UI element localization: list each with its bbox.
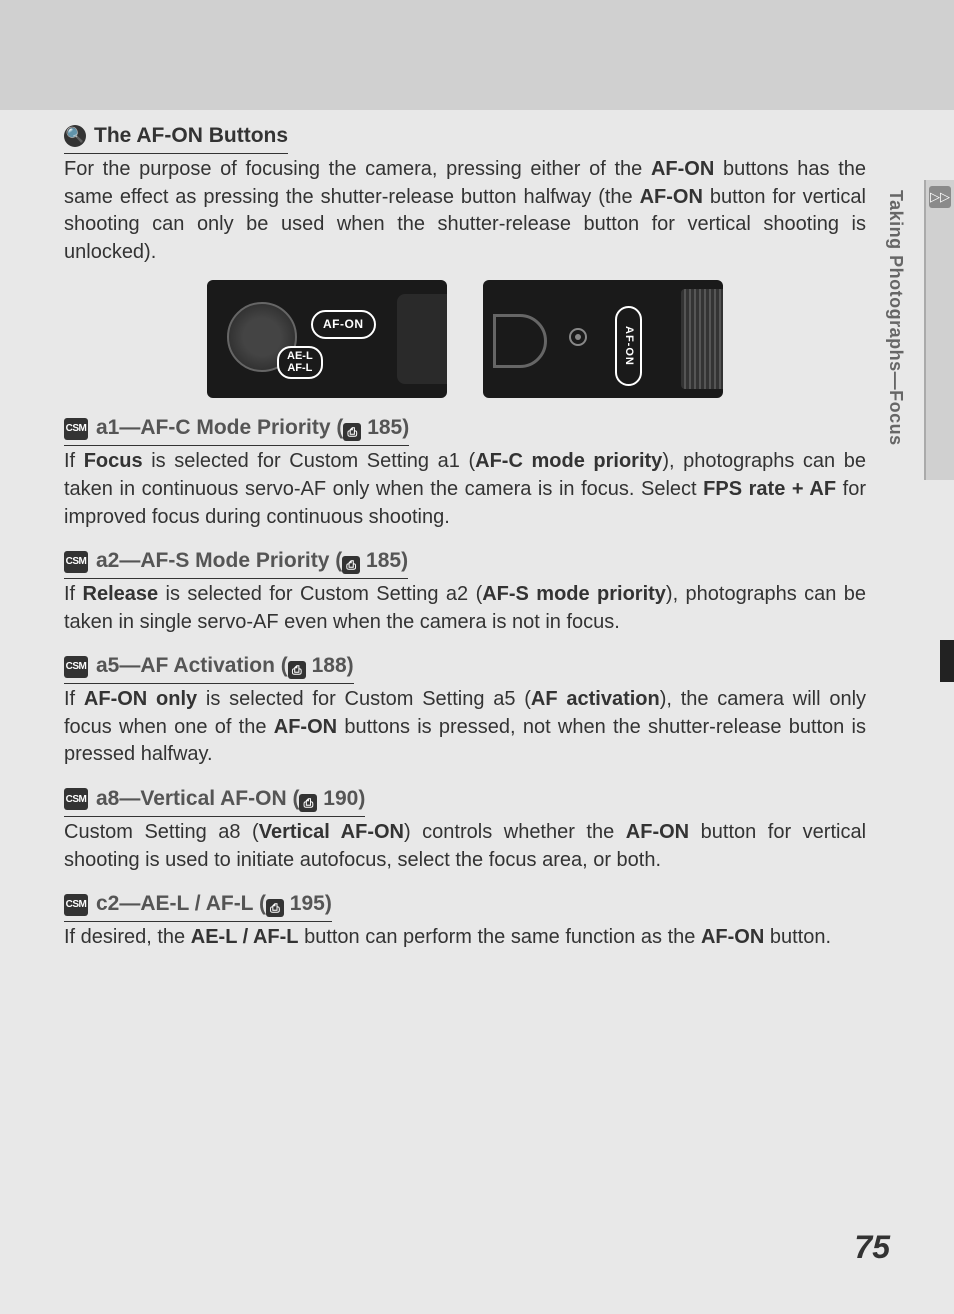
t: is selected for Custom Setting a2 (: [158, 583, 482, 605]
vertical-afon-label: AF-ON: [615, 306, 642, 386]
side-thumb-marker: [940, 640, 954, 682]
section-title-a1: a1—AF-C Mode Priority (⎙ 185): [96, 414, 409, 443]
t: AF-C mode priority: [475, 450, 662, 472]
t: a1—AF-C Mode Priority (: [96, 416, 343, 439]
section-title-a5: a5—AF Activation (⎙ 188): [96, 652, 354, 681]
t: AF-ON: [626, 821, 689, 843]
t: is selected for Custom Setting a1 (: [143, 450, 476, 472]
a5-para: If AF-ON only is selected for Custom Set…: [64, 686, 866, 769]
t: Custom Setting a8 (: [64, 821, 259, 843]
a1-para: If Focus is selected for Custom Setting …: [64, 448, 866, 531]
afon-para: For the purpose of focusing the camera, …: [64, 156, 866, 266]
record-dot-icon: [569, 328, 587, 346]
t: AF-ON: [274, 716, 337, 738]
magnify-icon: 🔍: [64, 125, 86, 147]
side-tab: ▷▷: [924, 180, 954, 480]
t: AF-ON: [640, 186, 703, 208]
t: AF activation: [531, 688, 660, 710]
mode-dial-graphic: [397, 294, 447, 384]
t: For the purpose of focusing the camera, …: [64, 158, 651, 180]
t: AF-ON: [651, 158, 714, 180]
page-ref-icon: ⎙: [343, 423, 361, 441]
t: AE-L: [287, 350, 313, 362]
forward-icon: ▷▷: [929, 186, 951, 208]
csm-icon: CSM: [64, 418, 88, 440]
ael-afl-label: AE-L AF-L: [277, 346, 323, 378]
side-chapter-label: Taking Photographs—Focus: [885, 190, 906, 446]
t: a5—AF Activation (: [96, 654, 288, 677]
t: Release: [83, 583, 159, 605]
t: c2—AE-L / AF-L (: [96, 892, 266, 915]
a8-para: Custom Setting a8 (Vertical AF-ON) contr…: [64, 819, 866, 874]
t: a2—AF-S Mode Priority (: [96, 549, 342, 572]
t: 190): [317, 787, 365, 810]
t: button.: [764, 926, 831, 948]
section-title-a2: a2—AF-S Mode Priority (⎙ 185): [96, 547, 408, 576]
csm-icon: CSM: [64, 894, 88, 916]
section-title-afon: The AF-ON Buttons: [94, 122, 288, 151]
camera-top-image: AF-ON AE-L AF-L: [207, 280, 447, 398]
page-ref-icon: ⎙: [342, 556, 360, 574]
csm-icon: CSM: [64, 788, 88, 810]
t: 185): [360, 549, 408, 572]
t: If desired, the: [64, 926, 191, 948]
afon-button-label: AF-ON: [311, 310, 376, 339]
page-ref-icon: ⎙: [288, 661, 306, 679]
page-number: 75: [854, 1229, 890, 1266]
t: If: [64, 450, 84, 472]
section-title-a8: a8—Vertical AF-ON (⎙ 190): [96, 785, 365, 814]
header-band: [0, 0, 954, 110]
t: AF-L: [287, 362, 312, 374]
section-a1-head: CSM a1—AF-C Mode Priority (⎙ 185): [64, 414, 409, 446]
camera-back-image: AF-ON: [483, 280, 723, 398]
page-ref-icon: ⎙: [266, 899, 284, 917]
t: AF-ON only: [84, 688, 197, 710]
rear-dial-graphic: [681, 289, 723, 389]
c2-para: If desired, the AE-L / AF-L button can p…: [64, 924, 866, 952]
section-c2-head: CSM c2—AE-L / AF-L (⎙ 195): [64, 890, 332, 922]
page-ref-icon: ⎙: [299, 794, 317, 812]
t: 195): [284, 892, 332, 915]
t: AF-ON: [701, 926, 764, 948]
t: FPS rate + AF: [703, 478, 836, 500]
grip-graphic: [493, 314, 547, 368]
t: AE-L / AF-L: [191, 926, 299, 948]
section-a5-head: CSM a5—AF Activation (⎙ 188): [64, 652, 354, 684]
page-content: 🔍 The AF-ON Buttons For the purpose of f…: [0, 110, 954, 952]
t: Focus: [84, 450, 143, 472]
section-afon-buttons-head: 🔍 The AF-ON Buttons: [64, 122, 288, 154]
t: 188): [306, 654, 354, 677]
section-title-c2: c2—AE-L / AF-L (⎙ 195): [96, 890, 332, 919]
t: If: [64, 688, 84, 710]
t: is selected for Custom Setting a5 (: [197, 688, 531, 710]
t: If: [64, 583, 83, 605]
t: ) controls whether the: [404, 821, 626, 843]
t: a8—Vertical AF-ON (: [96, 787, 299, 810]
t: 185): [361, 416, 409, 439]
a2-para: If Release is selected for Custom Settin…: [64, 581, 866, 636]
t: button can perform the same function as …: [299, 926, 701, 948]
t: AF-S mode priority: [482, 583, 666, 605]
section-a2-head: CSM a2—AF-S Mode Priority (⎙ 185): [64, 547, 408, 579]
section-a8-head: CSM a8—Vertical AF-ON (⎙ 190): [64, 785, 365, 817]
csm-icon: CSM: [64, 551, 88, 573]
csm-icon: CSM: [64, 656, 88, 678]
camera-images-row: AF-ON AE-L AF-L AF-ON: [64, 280, 866, 398]
t: Vertical AF-ON: [259, 821, 404, 843]
